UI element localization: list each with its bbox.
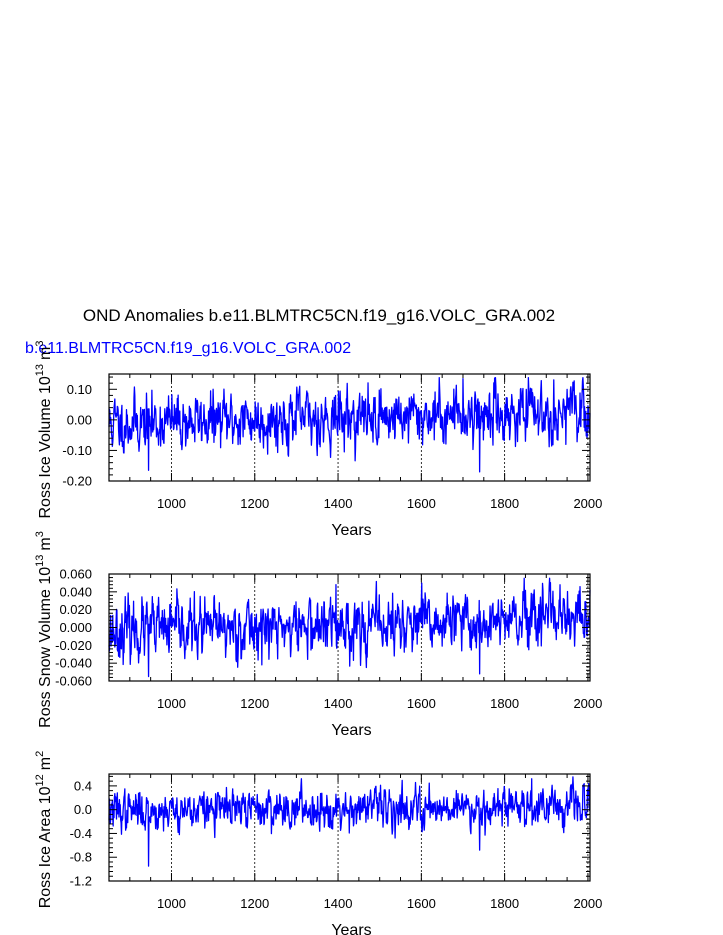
x-tick-label: 1600 [407, 496, 436, 511]
x-tick-label: 2000 [573, 496, 602, 511]
y-tick-label: -0.040 [55, 656, 92, 671]
x-tick-label: 1000 [157, 896, 186, 911]
y-axis-label-unit-exponent: 2 [34, 751, 46, 757]
x-tick-label: 1200 [240, 896, 269, 911]
y-tick-label: 0.020 [59, 602, 92, 617]
x-tick-label: 1800 [490, 896, 519, 911]
y-axis-label-text: Ross Snow Volume 10 [37, 567, 54, 728]
y-axis-label-unit: m [37, 347, 54, 360]
panel-snow-volume: 1000 1200 1400 1600 1800 2000 -0.060 -0.040 -0.0… [34, 531, 602, 739]
x-tick-label: 1600 [407, 896, 436, 911]
x-axis-label: Years [331, 522, 371, 539]
x-tick-label: 1400 [324, 496, 353, 511]
y-tick-label: 0.4 [74, 778, 92, 793]
y-tick-label: -0.10 [62, 443, 92, 458]
y-tick-label: 0.000 [59, 620, 92, 635]
y-tick-label: -0.020 [55, 638, 92, 653]
y-axis-label-unit-exponent: 3 [34, 341, 46, 347]
x-tick-label: 1200 [240, 696, 269, 711]
y-tick-label: -1.2 [70, 874, 92, 889]
y-axis-label: Ross Ice Volume 1013 m3 [34, 341, 54, 519]
x-tick-label: 1400 [324, 696, 353, 711]
x-tick-label: 1800 [490, 696, 519, 711]
x-tick-label: 2000 [573, 896, 602, 911]
y-axis-label-text: Ross Ice Area 10 [37, 786, 54, 908]
x-axis-label: Years [331, 922, 371, 935]
y-tick-label: 0.10 [67, 382, 92, 397]
x-tick-label: 1000 [157, 496, 186, 511]
y-axis-label-exponent: 13 [34, 555, 46, 567]
y-tick-label: 0.040 [59, 584, 92, 599]
y-tick-label: -0.4 [70, 826, 92, 841]
figure-title: OND Anomalies b.e11.BLMTRC5CN.f19_g16.VO… [83, 306, 555, 325]
series-line [108, 776, 591, 867]
x-tick-label: 1000 [157, 696, 186, 711]
panel-ice-volume: 1000 1200 1400 1600 1800 2000 -0.20 -0.10 0.00 0.… [34, 341, 602, 540]
y-axis-label-exponent: 12 [34, 774, 46, 786]
y-tick-label: 0.0 [74, 802, 92, 817]
y-tick-label: 0.060 [59, 567, 92, 582]
y-tick-label: -0.8 [70, 850, 92, 865]
plot-frame [108, 773, 591, 882]
y-axis-label-unit: m [37, 757, 54, 770]
y-tick-label: -0.060 [55, 674, 92, 689]
series-line [108, 577, 591, 678]
x-tick-label: 1600 [407, 696, 436, 711]
y-axis-label: Ross Snow Volume 1013 m3 [34, 531, 54, 728]
y-axis-label-unit: m [37, 537, 54, 550]
plot-frame [108, 373, 591, 482]
figure-subtitle: b.e11.BLMTRC5CN.f19_g16.VOLC_GRA.002 [25, 340, 351, 357]
x-tick-label: 1200 [240, 496, 269, 511]
y-axis-label-exponent: 13 [34, 364, 46, 376]
y-axis-label: Ross Ice Area 1012 m2 [34, 751, 54, 909]
panel-ice-area: 1000 1200 1400 1600 1800 2000 -1.2 -0.8 -0.4 0.0 0… [34, 751, 602, 935]
x-tick-label: 2000 [573, 696, 602, 711]
y-tick-label: -0.20 [62, 474, 92, 489]
x-tick-label: 1400 [324, 896, 353, 911]
y-tick-label: 0.00 [67, 412, 92, 427]
series-line [108, 377, 591, 473]
x-tick-label: 1800 [490, 496, 519, 511]
y-axis-label-unit-exponent: 3 [34, 531, 46, 537]
y-axis-label-text: Ross Ice Volume 10 [37, 376, 54, 518]
x-axis-label: Years [331, 722, 371, 739]
